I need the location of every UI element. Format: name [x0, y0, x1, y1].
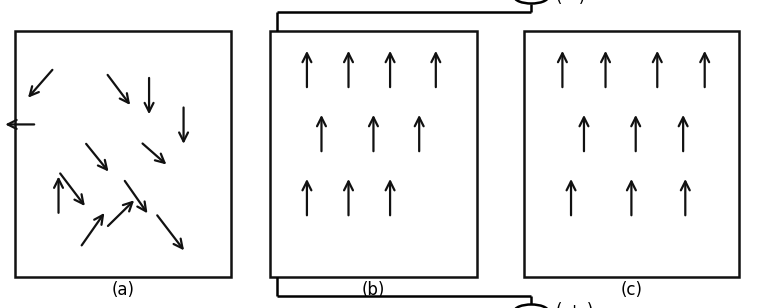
Bar — [15, 31, 231, 277]
Text: ( - ): ( - ) — [556, 0, 585, 6]
Text: (c): (c) — [621, 281, 642, 299]
Text: (b): (b) — [362, 281, 385, 299]
Text: ( + ): ( + ) — [556, 302, 593, 308]
Bar — [270, 31, 477, 277]
Bar — [524, 31, 739, 277]
Text: (a): (a) — [112, 281, 135, 299]
